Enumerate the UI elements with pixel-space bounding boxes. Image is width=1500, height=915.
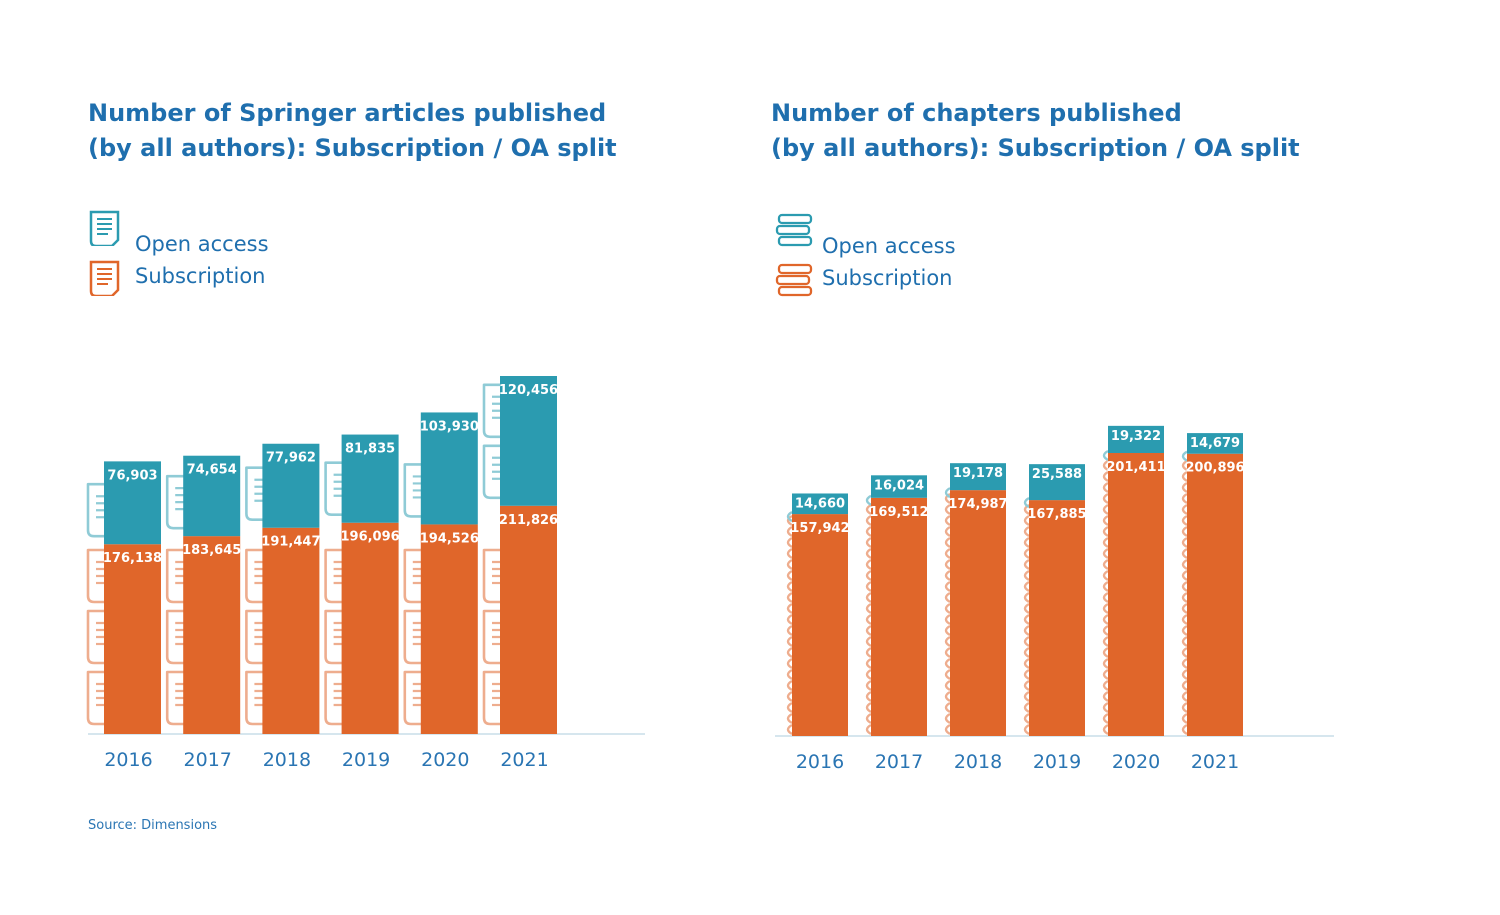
chart-2-legend-subscription-label: Subscription [822,266,953,290]
chart-2-bar-open-access-2019 [1029,464,1085,501]
chart-1-label-open-access-2020: 103,930 [420,419,479,434]
chart-2-title-line-2: (by all authors): Subscription / OA spli… [771,134,1300,162]
chart-1-bar-open-access-2019 [341,434,399,523]
chart-1-bar-subscription-2016 [104,544,161,734]
chart-1-bar-subscription-2017 [183,536,241,734]
chart-2-legend-open-access: Open access [775,212,956,258]
chart-2-title: Number of chapters published (by all aut… [771,96,1300,166]
chart-2-tick-2018: 2018 [954,751,1002,773]
chart-1-label-open-access-2019: 81,835 [345,442,395,457]
chart-2-bar-subscription-2019 [1029,500,1085,736]
chart-2-label-open-access-2020: 19,322 [1111,429,1161,444]
chart-2-bar-subscription-2016 [792,514,848,736]
chart-1-legend-subscription: Subscription [88,260,265,296]
chart-2-label-subscription-2021: 200,896 [1185,461,1244,476]
chart-1-label-open-access-2017: 74,654 [187,463,237,478]
chart-1-tick-2016: 2016 [104,749,152,771]
chart-2-label-subscription-2020: 201,411 [1106,460,1165,475]
source-note: Source: Dimensions [88,818,218,833]
chart-1-label-subscription-2018: 191,447 [261,535,320,550]
chart-1-tick-2017: 2017 [184,749,232,771]
chart-1-bar-subscription-2020 [420,524,478,734]
chart-1-legend-open-access-label: Open access [135,232,269,256]
chart-2-legend-open-access-label: Open access [822,234,956,258]
chart-2-bar-open-access-2017 [871,475,927,498]
chart-2-tick-2016: 2016 [796,751,844,773]
chart-2-tick-2019: 2019 [1033,751,1081,773]
chart-2-tick-2021: 2021 [1191,751,1239,773]
chart-2-legend-subscription: Subscription [775,262,952,298]
chart-1-bar-subscription-2019 [341,522,399,734]
chart-1-bar-open-access-2020 [420,412,478,525]
chart-1-tick-2020: 2020 [421,749,469,771]
chart-1-label-open-access-2021: 120,456 [499,383,558,398]
chart-1-title-line-1: Number of Springer articles published [88,99,607,127]
chart-2-bar-subscription-2021 [1187,453,1243,736]
chart-1-title: Number of Springer articles published (b… [88,96,617,166]
chart-2-bar-open-access-2021 [1187,433,1243,454]
chart-2-bar-subscription-2020 [1108,453,1164,736]
chart-2-bar-subscription-2018 [950,490,1006,736]
chart-1-label-open-access-2018: 77,962 [266,451,316,466]
chart-1-tick-2019: 2019 [342,749,390,771]
chart-2-bar-open-access-2016 [792,493,848,515]
chart-2-label-subscription-2019: 167,885 [1027,507,1086,522]
chart-1-legend-open-access: Open access [88,210,269,256]
chart-2-label-open-access-2018: 19,178 [953,466,1003,481]
chart-2-label-open-access-2021: 14,679 [1190,436,1240,451]
chart-1-bar-subscription-2018 [262,527,320,734]
chart-1-bar-open-access-2016 [104,461,161,545]
chart-2-bar-subscription-2017 [871,497,927,736]
chart-2-title-line-1: Number of chapters published [771,99,1182,127]
chart-1-plot: 176,138 76,903 2016 183,645 74,654 2017 191,44… [86,376,645,771]
chart-1-tick-2021: 2021 [500,749,548,771]
chart-2-tick-2017: 2017 [875,751,923,773]
chart-1-label-subscription-2019: 196,096 [340,530,399,545]
chart-1-legend-subscription-label: Subscription [135,264,266,288]
chart-2-plot: 157,942 14,660 2016 169,512 16,024 2017 174,98… [775,425,1334,773]
chart-2-label-subscription-2018: 174,987 [948,497,1007,512]
chart-1-bar-subscription-2021 [500,505,557,734]
chart-2-label-subscription-2016: 157,942 [790,521,849,536]
chart-1-label-subscription-2020: 194,526 [420,531,479,546]
book-stack-icon [775,213,813,247]
chart-2-label-subscription-2017: 169,512 [869,505,928,520]
chart-1-tick-2018: 2018 [263,749,311,771]
chart-1-label-subscription-2017: 183,645 [182,543,241,558]
chart-1-title-line-2: (by all authors): Subscription / OA spli… [88,134,617,162]
chart-1-bar-open-access-2017 [183,455,241,537]
chart-2-label-open-access-2017: 16,024 [874,478,924,493]
chart-2-bar-open-access-2018 [950,463,1006,491]
chart-2-label-open-access-2019: 25,588 [1032,467,1082,482]
chart-1-label-subscription-2021: 211,826 [499,513,558,528]
document-icon [89,210,120,246]
chart-2-label-open-access-2016: 14,660 [795,496,845,511]
document-icon [89,260,120,296]
chart-1-bar-open-access-2021 [500,376,557,506]
chart-2-bar-open-access-2020 [1108,425,1164,453]
chart-1-label-subscription-2016: 176,138 [103,551,162,566]
chart-1-label-open-access-2016: 76,903 [107,468,157,483]
chart-2-tick-2020: 2020 [1112,751,1160,773]
book-stack-icon [775,263,813,297]
chart-1-bar-open-access-2018 [262,443,320,528]
